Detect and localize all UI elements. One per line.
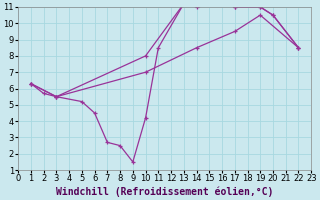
X-axis label: Windchill (Refroidissement éolien,°C): Windchill (Refroidissement éolien,°C) (56, 186, 273, 197)
